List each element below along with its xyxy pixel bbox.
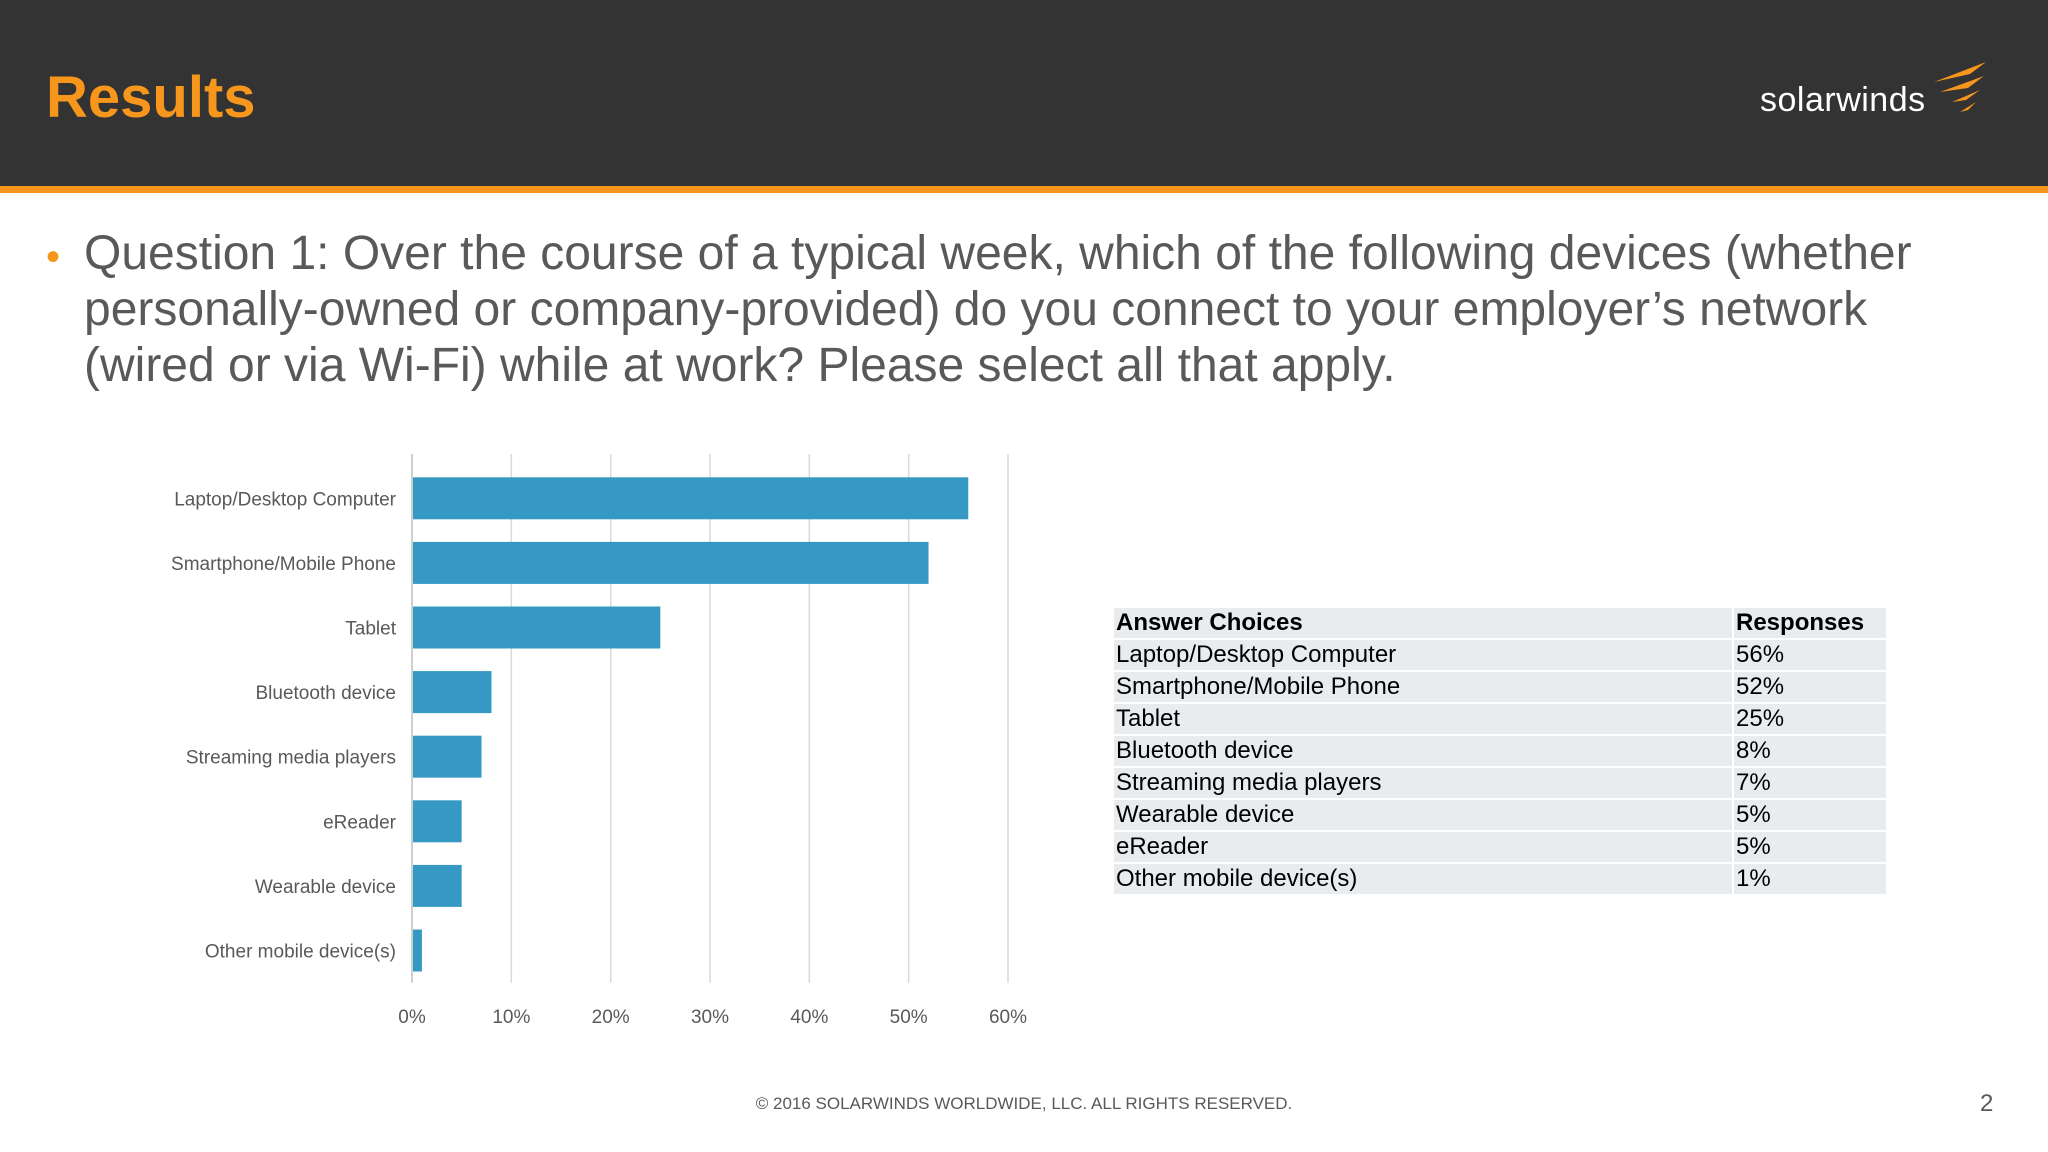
page-number: 2 — [1980, 1090, 1994, 1117]
table-header-responses: Responses — [1734, 608, 1886, 638]
question-text: Question 1: Over the course of a typical… — [84, 227, 1912, 392]
table-cell-response: 7% — [1734, 768, 1886, 798]
bullet-icon: • — [46, 235, 61, 279]
bar — [413, 735, 482, 778]
x-tick-label: 60% — [989, 1007, 1027, 1028]
category-label: Streaming media players — [186, 748, 396, 769]
table-row: eReader 5% — [1114, 832, 1886, 862]
table-header-answer-choices: Answer Choices — [1114, 608, 1732, 638]
x-tick-label: 0% — [398, 1007, 426, 1028]
table-row: Other mobile device(s) 1% — [1114, 864, 1886, 894]
table-cell-choice: Tablet — [1114, 704, 1732, 734]
table-cell-choice: Streaming media players — [1114, 768, 1732, 798]
table-cell-response: 5% — [1734, 832, 1886, 862]
table-cell-choice: Smartphone/Mobile Phone — [1114, 672, 1732, 702]
table-header-row: Answer Choices Responses — [1114, 608, 1886, 638]
x-tick-label: 30% — [691, 1007, 729, 1028]
table-row: Tablet 25% — [1114, 704, 1886, 734]
category-label: Wearable device — [255, 877, 396, 898]
results-table: Answer Choices Responses Laptop/Desktop … — [1112, 606, 1888, 896]
category-label: Smartphone/Mobile Phone — [171, 554, 396, 575]
slide-header — [0, 0, 2048, 186]
logo-text: solarwinds — [1760, 81, 1926, 119]
table-cell-response: 8% — [1734, 736, 1886, 766]
category-label: Other mobile device(s) — [205, 942, 396, 963]
category-label: Laptop/Desktop Computer — [174, 489, 396, 510]
category-label: Bluetooth device — [256, 683, 397, 704]
solarwinds-logo: solarwinds — [1760, 60, 1990, 124]
table-row: Streaming media players 7% — [1114, 768, 1886, 798]
table-cell-choice: eReader — [1114, 832, 1732, 862]
category-label: Tablet — [345, 619, 396, 640]
table-cell-choice: Laptop/Desktop Computer — [1114, 640, 1732, 670]
x-tick-label: 50% — [890, 1007, 928, 1028]
table-row: Smartphone/Mobile Phone 52% — [1114, 672, 1886, 702]
copyright-footer: © 2016 SOLARWINDS WORLDWIDE, LLC. ALL RI… — [755, 1094, 1293, 1113]
table-row: Laptop/Desktop Computer 56% — [1114, 640, 1886, 670]
x-tick-label: 20% — [592, 1007, 630, 1028]
bar — [413, 477, 969, 520]
table-cell-response: 1% — [1734, 864, 1886, 894]
bar-chart: 0% 10% 20% 30% 40% 50% 60% Laptop/Desktop Compu… — [171, 454, 1027, 1028]
bar — [413, 541, 929, 584]
table-cell-choice: Wearable device — [1114, 800, 1732, 830]
bar — [413, 606, 661, 649]
x-tick-label: 10% — [492, 1007, 530, 1028]
table-cell-response: 56% — [1734, 640, 1886, 670]
bar — [413, 864, 462, 907]
table-cell-response: 52% — [1734, 672, 1886, 702]
table-cell-response: 25% — [1734, 704, 1886, 734]
table-row: Wearable device 5% — [1114, 800, 1886, 830]
table-cell-response: 5% — [1734, 800, 1886, 830]
table-cell-choice: Other mobile device(s) — [1114, 864, 1732, 894]
bar — [413, 671, 492, 714]
bar — [413, 800, 462, 843]
table-cell-choice: Bluetooth device — [1114, 736, 1732, 766]
page-title: Results — [46, 65, 256, 130]
header-accent-stripe — [0, 186, 2048, 193]
x-tick-label: 40% — [790, 1007, 828, 1028]
logo-wing-icon — [1934, 62, 1986, 112]
table-row: Bluetooth device 8% — [1114, 736, 1886, 766]
bar — [413, 929, 422, 972]
category-label: eReader — [323, 812, 397, 833]
